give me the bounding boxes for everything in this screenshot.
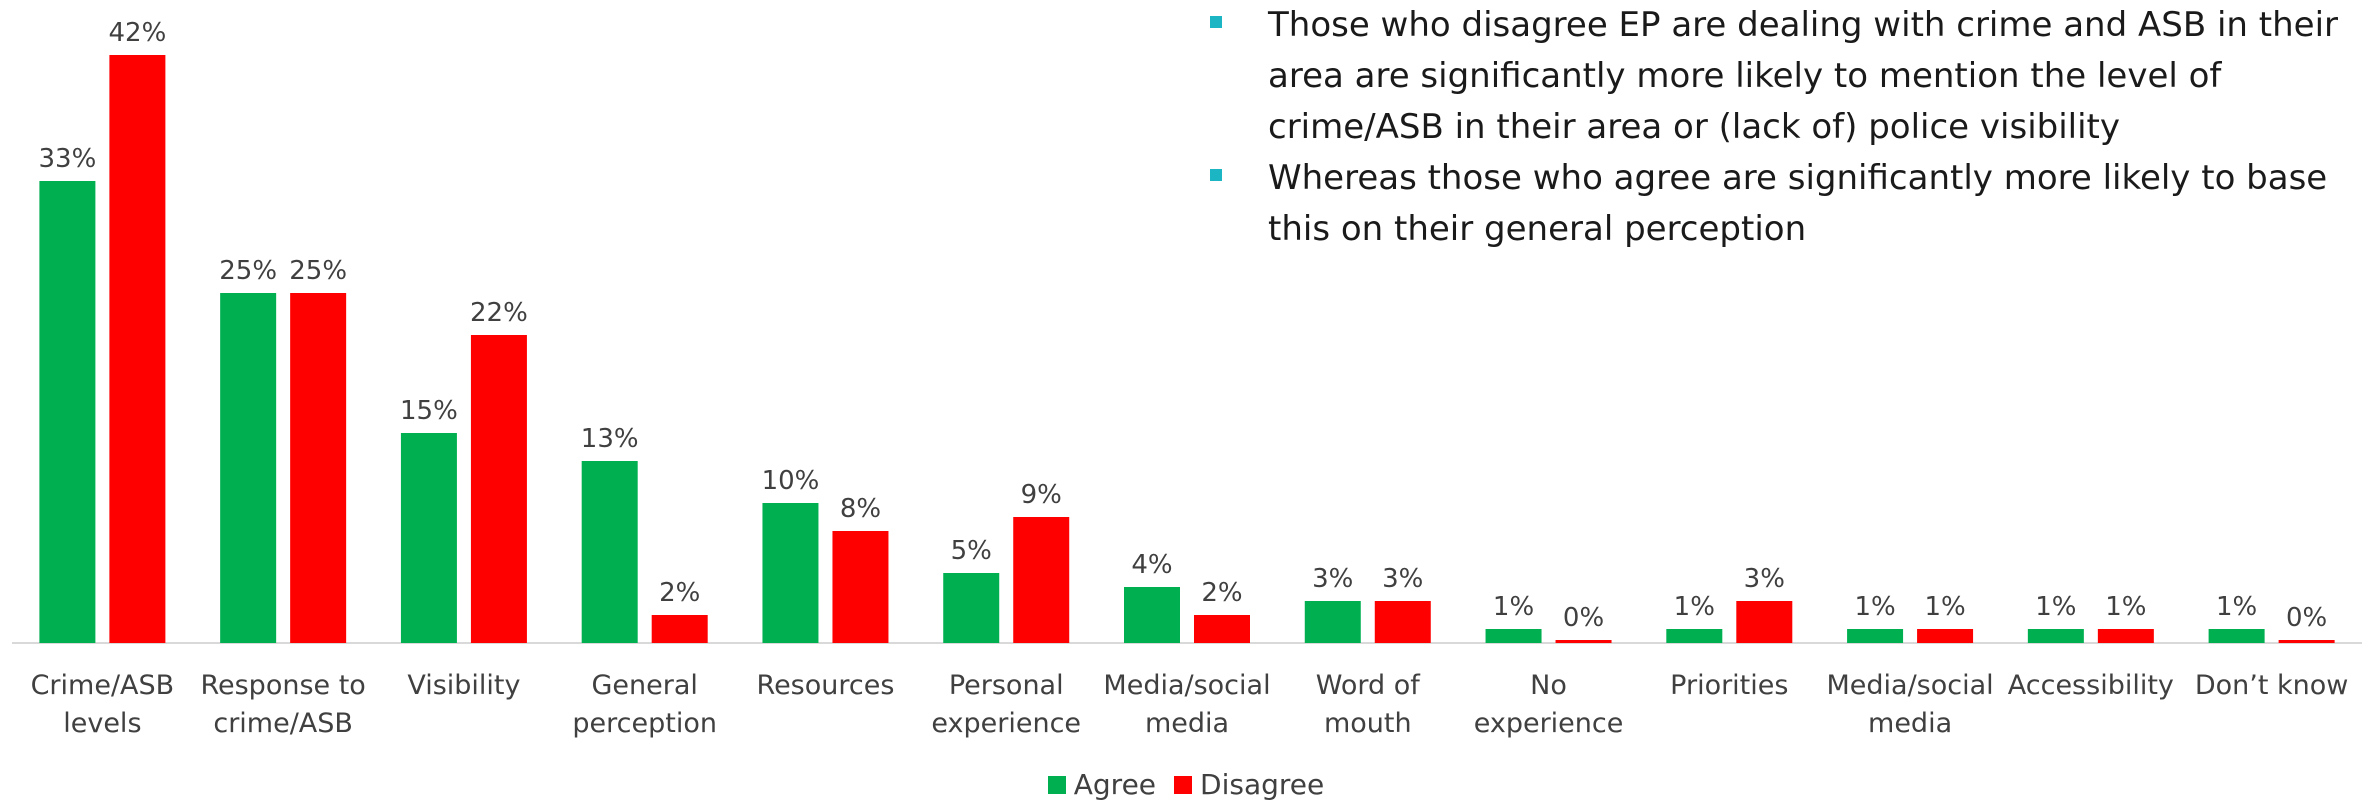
bar-disagree <box>1194 615 1250 643</box>
legend-item-disagree: Disagree <box>1174 768 1324 801</box>
bar-disagree <box>2278 640 2335 643</box>
data-label-agree: 15% <box>400 396 458 426</box>
bar-agree <box>581 461 638 643</box>
bullet-square-icon <box>1210 16 1222 28</box>
bar-disagree <box>1374 601 1431 643</box>
data-label-disagree: 3% <box>1382 564 1423 594</box>
bar-agree <box>39 181 96 643</box>
bar-agree <box>1485 629 1542 643</box>
data-label-agree: 1% <box>1854 592 1895 622</box>
bar-disagree <box>1555 640 1612 643</box>
bullet-square-icon <box>1210 169 1222 181</box>
bar-disagree <box>651 615 708 643</box>
category-label: experience <box>1474 708 1624 739</box>
bar-disagree <box>1917 629 1974 643</box>
legend-label-disagree: Disagree <box>1200 768 1325 801</box>
category-label: Media/social <box>1826 670 1993 701</box>
data-label-disagree: 25% <box>289 256 347 286</box>
bar-disagree <box>109 55 166 643</box>
data-label-agree: 25% <box>219 256 277 286</box>
data-label-agree: 1% <box>1493 592 1534 622</box>
data-label-disagree: 0% <box>2286 603 2327 633</box>
bar-disagree <box>1736 601 1793 643</box>
bar-agree <box>1304 601 1361 643</box>
data-label-agree: 4% <box>1131 550 1172 580</box>
legend-label-agree: Agree <box>1073 768 1157 801</box>
category-label: Visibility <box>407 670 520 701</box>
category-label: mouth <box>1324 708 1412 739</box>
commentary-list: Those who disagree EP are dealing with c… <box>1196 0 2366 255</box>
data-label-disagree: 0% <box>1563 603 1604 633</box>
bar-agree <box>1666 629 1723 643</box>
category-label: media <box>1868 708 1952 739</box>
data-label-agree: 33% <box>38 144 96 174</box>
category-label: Crime/ASB <box>31 670 175 701</box>
bar-agree <box>943 573 1000 643</box>
commentary-item: Those who disagree EP are dealing with c… <box>1196 0 2366 153</box>
data-label-agree: 10% <box>762 466 820 496</box>
data-label-agree: 1% <box>2216 592 2257 622</box>
data-label-agree: 3% <box>1312 564 1353 594</box>
legend-item-agree: Agree <box>1047 768 1157 801</box>
category-label: crime/ASB <box>213 708 353 739</box>
category-label: experience <box>931 708 1081 739</box>
data-label-disagree: 1% <box>2105 592 2146 622</box>
data-label-disagree: 8% <box>840 494 881 524</box>
commentary-item: Whereas those who agree are significantl… <box>1196 153 2366 255</box>
bar-agree <box>762 503 819 643</box>
bar-agree <box>2027 629 2084 643</box>
bar-disagree <box>470 335 527 643</box>
bar-disagree <box>290 293 347 643</box>
legend-swatch-disagree <box>1174 775 1193 794</box>
data-label-agree: 1% <box>2035 592 2076 622</box>
data-label-agree: 5% <box>951 536 992 566</box>
data-label-disagree: 42% <box>108 18 166 48</box>
data-label-disagree: 1% <box>1924 592 1965 622</box>
category-label: Personal <box>949 670 1064 701</box>
category-label: No <box>1530 670 1567 701</box>
bar-agree <box>400 433 457 643</box>
data-label-disagree: 9% <box>1021 480 1062 510</box>
category-label: Accessibility <box>2008 670 2174 701</box>
commentary-text: Those who disagree EP are dealing with c… <box>1268 5 2338 147</box>
data-label-disagree: 22% <box>470 298 528 328</box>
category-label: Media/social <box>1103 670 1270 701</box>
data-label-disagree: 2% <box>659 578 700 608</box>
bar-disagree <box>832 531 889 643</box>
category-label: Don’t know <box>2195 670 2349 701</box>
category-label: levels <box>63 708 141 739</box>
chart-legend: Agree Disagree <box>0 768 2372 801</box>
bar-agree <box>2208 629 2265 643</box>
bar-agree <box>1124 587 1180 643</box>
bar-agree <box>220 293 277 643</box>
data-label-agree: 13% <box>581 424 639 454</box>
category-label: Priorities <box>1670 670 1788 701</box>
legend-swatch-agree <box>1047 775 1066 794</box>
category-label: Word of <box>1316 670 1422 701</box>
category-label: Resources <box>757 670 895 701</box>
commentary-text: Whereas those who agree are significantl… <box>1268 158 2328 249</box>
data-label-disagree: 2% <box>1201 578 1242 608</box>
bar-agree <box>1847 629 1904 643</box>
category-label: media <box>1145 708 1229 739</box>
bar-disagree <box>2097 629 2154 643</box>
data-label-disagree: 3% <box>1744 564 1785 594</box>
category-label: Response to <box>200 670 365 701</box>
data-label-agree: 1% <box>1674 592 1715 622</box>
category-label: General <box>591 670 697 701</box>
bar-disagree <box>1013 517 1070 643</box>
category-label: perception <box>572 708 717 739</box>
